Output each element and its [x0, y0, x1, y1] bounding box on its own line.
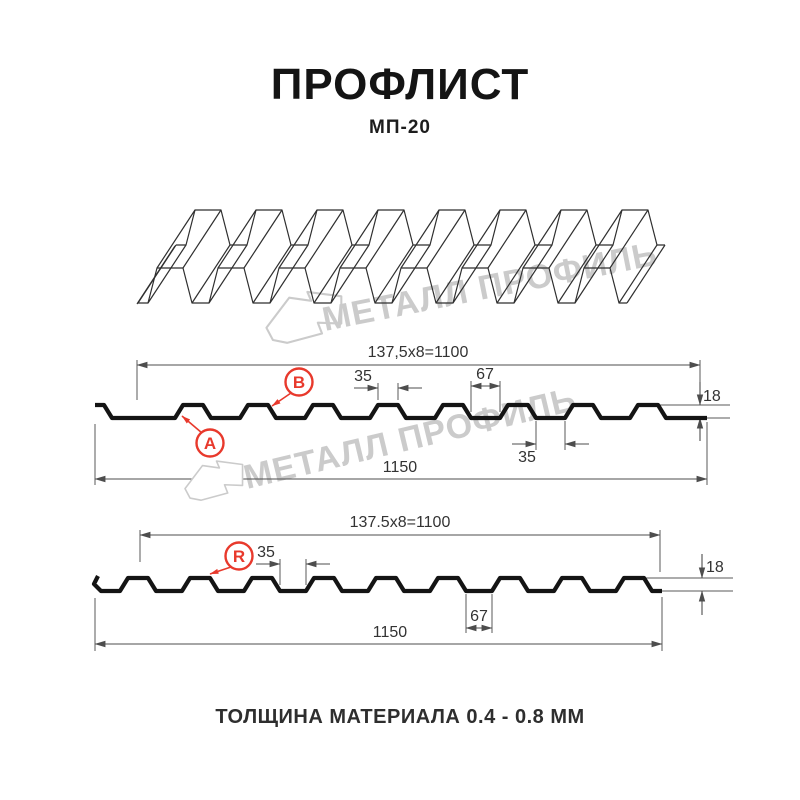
metal-profil-logo-icon	[265, 290, 343, 344]
profile-diagram-front: 137,5x8=1100 35 67 18 35	[94, 344, 730, 502]
sheet-3d-view-lines	[136, 209, 666, 305]
callout-a: A	[181, 415, 225, 458]
dim-rib-top-front: 35	[354, 368, 372, 385]
dim-bottom-flat-front: 35	[518, 449, 536, 466]
dim-valley-front: 67	[476, 366, 494, 383]
dim-height-reverse: 18	[706, 559, 724, 576]
callout-b: B	[271, 367, 314, 407]
callout-a-label: A	[204, 434, 216, 453]
metal-profil-logo-icon	[184, 460, 244, 502]
callout-r-label: R	[233, 547, 245, 566]
dim-coverage-width-reverse: 137.5x8=1100	[350, 514, 451, 531]
dim-coverage-width-front: 137,5x8=1100	[368, 344, 469, 361]
dim-valley-reverse: 67	[470, 608, 488, 625]
dim-overall-width-reverse: 1150	[373, 624, 408, 641]
page-title: ПРОФЛИСТ	[270, 60, 530, 109]
material-thickness-note: ТОЛЩИНА МАТЕРИАЛА 0.4 - 0.8 ММ	[215, 706, 585, 728]
callout-r: R	[209, 541, 254, 575]
profile-diagram-reverse: 137.5x8=1100 35 67 18 1150	[91, 514, 733, 651]
dim-overall-width-front: 1150	[383, 459, 418, 476]
profile-model-name: МП-20	[369, 117, 431, 138]
dim-height-front: 18	[703, 388, 721, 405]
profile-cross-section-reverse	[91, 575, 662, 594]
sheet-3d-view-fill	[138, 210, 665, 303]
dim-rib-top-reverse: 35	[257, 544, 275, 561]
profile-cross-section-front	[95, 402, 707, 421]
callout-b-label: B	[293, 373, 305, 392]
